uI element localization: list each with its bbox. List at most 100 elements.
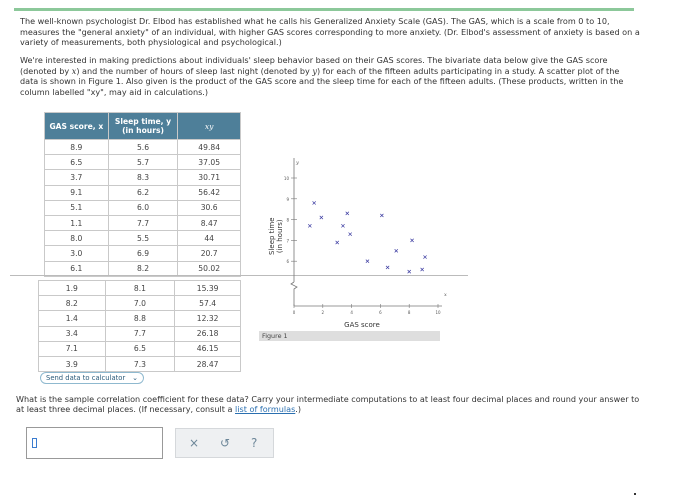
answer-input[interactable] xyxy=(26,427,163,459)
data-point xyxy=(379,213,384,218)
cell-sleep-time: 7.7 xyxy=(107,214,179,232)
cell-xy: 30.71 xyxy=(177,169,241,186)
x-tick-label: 2 xyxy=(322,310,325,315)
cell-xy: 46.15 xyxy=(174,340,241,357)
cell-sleep-time: 6.0 xyxy=(107,199,179,216)
answer-tools: × ↺ ? xyxy=(175,428,274,458)
x-tick-label: 6 xyxy=(379,310,382,315)
cell-gas-score: 1.9 xyxy=(38,279,106,297)
table-row: 9.1 6.2 56.42 xyxy=(44,184,241,201)
data-point xyxy=(348,232,353,237)
cell-sleep-time: 8.3 xyxy=(107,169,179,186)
data-point xyxy=(423,255,427,259)
data-point xyxy=(341,223,345,228)
var-x: x xyxy=(71,65,77,76)
cell-sleep-time: 7.0 xyxy=(104,295,176,312)
table-row: 8.9 5.6 49.84 xyxy=(44,138,241,156)
table-row: 3.7 8.3 30.71 xyxy=(44,169,241,186)
cell-sleep-time: 7.3 xyxy=(104,355,176,373)
table-row: 1.9 8.1 15.39 xyxy=(38,279,241,297)
cell-xy: 12.32 xyxy=(174,310,241,327)
cell-gas-score: 3.0 xyxy=(44,245,109,262)
cell-gas-score: 1.4 xyxy=(38,310,106,327)
cell-xy: 15.39 xyxy=(174,279,241,297)
data-point xyxy=(394,248,399,253)
cell-xy: 28.47 xyxy=(174,355,241,373)
intro-paragraph-2: We're interested in making predictions a… xyxy=(20,55,640,97)
formulas-link[interactable]: list of formulas xyxy=(235,404,296,414)
intro-text-a: We're interested in making predictions a… xyxy=(20,55,608,76)
data-point xyxy=(335,240,340,245)
x-tick-label: 10 xyxy=(435,310,441,315)
question-body: What is the sample correlation coefficie… xyxy=(16,394,640,414)
clear-icon[interactable]: × xyxy=(189,436,200,450)
data-point xyxy=(407,269,412,274)
intro-text-b: ) and the number of hours of sleep last … xyxy=(76,65,313,76)
var-y: y xyxy=(312,65,317,76)
header-xy: xy xyxy=(177,112,241,140)
cell-xy: 26.18 xyxy=(174,325,241,342)
table-row: 6.1 8.2 50.02 xyxy=(44,260,241,277)
table-row: 5.1 6.0 30.6 xyxy=(44,199,241,216)
data-point xyxy=(307,223,312,228)
data-point xyxy=(410,238,414,243)
table-row: 3.0 6.9 20.7 xyxy=(44,245,241,262)
cell-gas-score: 3.9 xyxy=(38,355,106,373)
cell-sleep-time: 6.9 xyxy=(107,245,179,262)
x-tick-label: 8 xyxy=(408,310,411,315)
cell-xy: 57.4 xyxy=(174,295,241,312)
y-tick-label: 8 xyxy=(286,218,289,223)
table-row: 1.4 8.8 12.32 xyxy=(38,310,241,327)
table-row: 3.4 7.7 26.18 xyxy=(38,325,241,342)
y-axis-break xyxy=(290,281,298,306)
text-cursor xyxy=(32,438,37,448)
cell-sleep-time: 8.2 xyxy=(107,260,179,277)
calc-button-label: Send data to calculator xyxy=(46,374,126,382)
cell-gas-score: 7.1 xyxy=(38,340,106,357)
cell-xy: 44 xyxy=(177,230,241,247)
cell-xy: 50.02 xyxy=(177,260,241,277)
cell-xy: 30.6 xyxy=(177,199,241,216)
page-dot xyxy=(634,493,636,495)
data-table-continued: 1.9 8.1 15.39 8.2 7.0 57.4 1.4 8.8 12.32 3.4 7.7 26… xyxy=(38,279,241,373)
table-row: 3.9 7.3 28.47 xyxy=(38,355,241,373)
y-axis-label: Sleep time xyxy=(268,217,276,255)
divider-line xyxy=(10,275,468,276)
y-tick-label: 6 xyxy=(286,259,289,264)
cell-xy: 49.84 xyxy=(177,138,241,156)
cell-xy: 37.05 xyxy=(177,154,241,171)
data-point xyxy=(420,267,425,272)
chevron-down-icon: ⌄ xyxy=(132,374,138,382)
cell-xy: 56.42 xyxy=(177,184,241,201)
undo-icon[interactable]: ↺ xyxy=(220,436,231,450)
header-gas-score: GAS score, x xyxy=(44,112,109,140)
table-row: 6.5 5.7 37.05 xyxy=(44,154,241,171)
data-point xyxy=(345,211,350,216)
top-accent-bar xyxy=(14,8,634,11)
data-point xyxy=(319,215,324,220)
x-tick-label: 0 xyxy=(293,310,296,315)
cell-gas-score: 9.1 xyxy=(44,184,109,201)
table-row: 1.1 7.7 8.47 xyxy=(44,214,241,232)
cell-gas-score: 3.4 xyxy=(38,325,106,342)
y-tick-label: 9 xyxy=(286,197,289,202)
figure-caption: Figure 1 xyxy=(259,331,440,341)
header-sleep-time: Sleep time, y (in hours) xyxy=(107,112,179,140)
data-table: GAS score, x Sleep time, y (in hours) xy … xyxy=(44,112,241,277)
send-to-calculator-button[interactable]: Send data to calculator ⌄ xyxy=(40,372,144,384)
cell-sleep-time: 8.1 xyxy=(104,279,176,297)
cell-gas-score: 1.1 xyxy=(44,214,109,232)
cell-gas-score: 8.9 xyxy=(44,138,109,156)
cell-gas-score: 3.7 xyxy=(44,169,109,186)
cell-gas-score: 8.2 xyxy=(38,295,106,312)
question-end: .) xyxy=(295,404,302,414)
scatter-plot: 6 7 8 9 10 y 0 2 4 6 8 10 x GAS score Sleep time (in ho… xyxy=(268,158,447,329)
intro-text-c: ) for each of the fifteen adults partici… xyxy=(20,65,624,97)
intro-paragraph-1: The well-known psychologist Dr. Elbod ha… xyxy=(20,16,640,48)
y-axis-var: y xyxy=(295,160,299,166)
cell-xy: 8.47 xyxy=(177,214,241,232)
table-row: 7.1 6.5 46.15 xyxy=(38,340,241,357)
help-icon[interactable]: ? xyxy=(251,436,258,450)
cell-sleep-time: 7.7 xyxy=(104,325,176,342)
cell-gas-score: 6.1 xyxy=(44,260,109,277)
